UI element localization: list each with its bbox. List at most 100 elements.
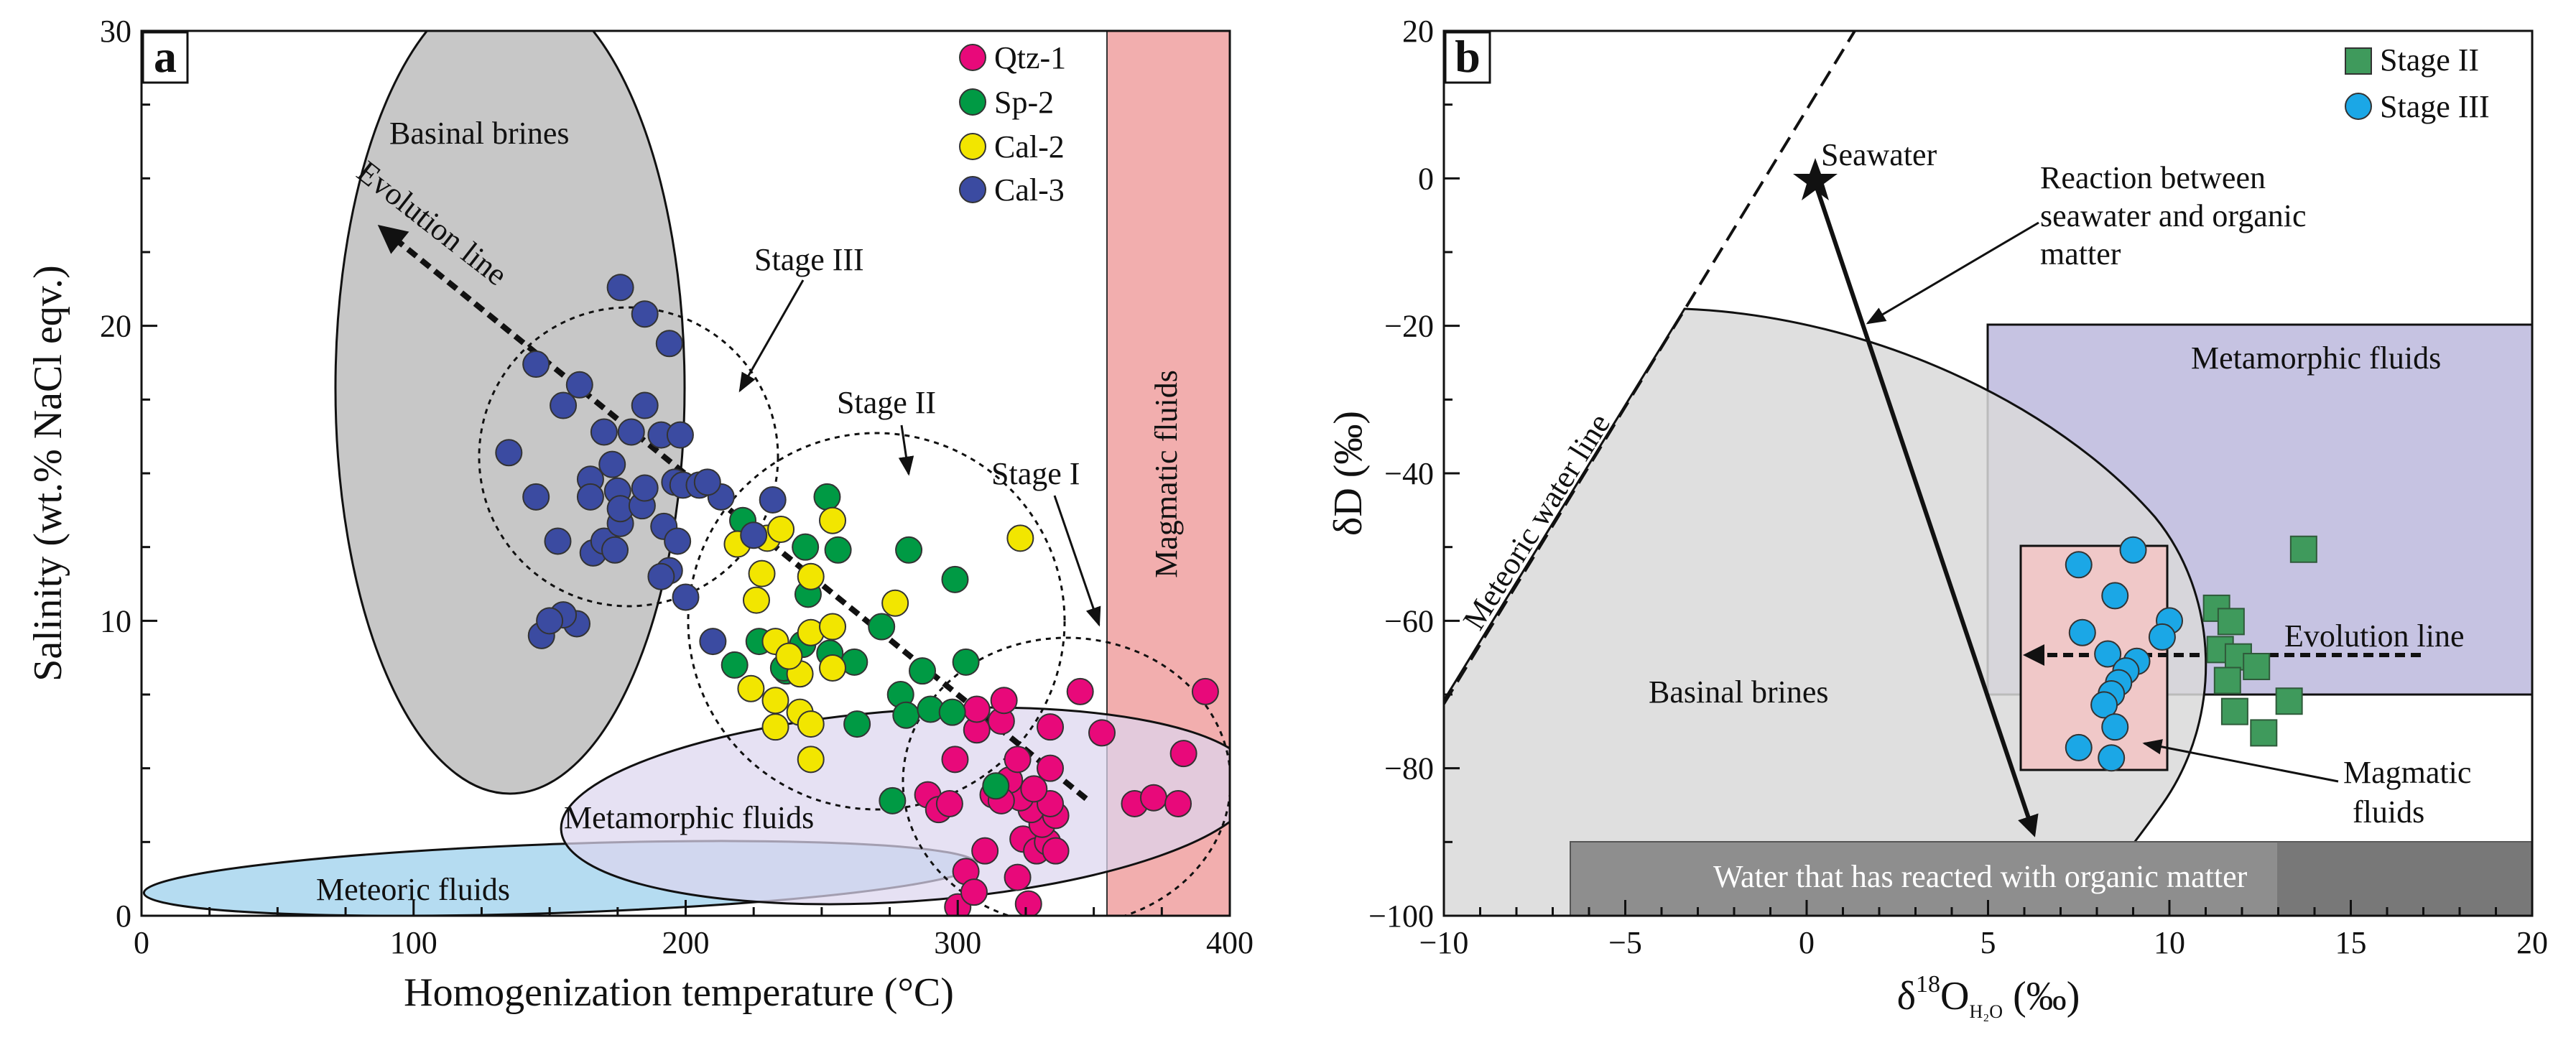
legend-marker: [959, 176, 986, 203]
x-tick-label: 100: [390, 925, 437, 960]
axis-ticks-a: 0 100 200 300 400 0 10 20 30: [100, 14, 1254, 960]
data-point-qtz-1: [971, 837, 999, 865]
data-point-cal-3: [522, 350, 550, 379]
y-tick-label: −60: [1384, 603, 1434, 639]
x-axis-title: Homogenization temperature (°C): [404, 970, 954, 1015]
data-point-cal-2: [737, 674, 765, 702]
y-axis-title: δD (‰): [1326, 411, 1371, 536]
y-tick-label: −80: [1384, 751, 1434, 786]
data-point-cal-3: [601, 536, 629, 564]
data-point-qtz-1: [1164, 789, 1192, 817]
x-tick-label: 0: [134, 925, 149, 960]
data-point-cal-3: [759, 486, 787, 514]
data-point-cal-3: [606, 274, 634, 302]
data-point-sp-2: [941, 565, 969, 593]
data-point-stage-ii: [2220, 697, 2248, 725]
panel-letter-box: [1444, 31, 1491, 84]
data-point-stage-iii: [2101, 713, 2129, 741]
y-tick-label: 10: [100, 603, 131, 639]
seawater-label: Seawater: [1821, 137, 1937, 172]
annotation-text: Reaction between: [2040, 160, 2266, 195]
data-point-sp-2: [824, 536, 852, 564]
x-tick-label: 300: [934, 925, 981, 960]
legend-label: Sp-2: [994, 85, 1054, 120]
data-point-stage-iii: [2065, 551, 2093, 579]
region-label: Basinal brines: [389, 116, 570, 151]
data-point-stage-ii: [2243, 652, 2271, 680]
data-point-qtz-1: [1004, 863, 1032, 891]
data-point-cal-3: [699, 628, 727, 656]
data-point-stage-ii: [2213, 667, 2241, 695]
data-point-cal-3: [740, 521, 768, 549]
data-point-qtz-1: [1020, 775, 1048, 803]
data-point-sp-2: [909, 657, 937, 685]
legend-label: Cal-3: [994, 172, 1065, 208]
region-label: Metamorphic fluids: [564, 800, 814, 835]
annotation-pointer: [1866, 221, 2039, 325]
legend-marker: [959, 88, 986, 116]
data-point-stage-ii: [2250, 719, 2278, 747]
stage-i-boundary: [902, 636, 1230, 916]
data-point-qtz-1: [1139, 784, 1167, 812]
x-tick-label: 0: [1799, 925, 1815, 960]
y-tick-label: −100: [1368, 899, 1434, 934]
stage-ii-boundary: [687, 432, 1066, 811]
x-tick-label: 200: [662, 925, 710, 960]
magmatic-pointer: [2142, 739, 2339, 783]
x-tick-label: 15: [2335, 925, 2367, 960]
panel-a: 0 100 200 300 400 0 10 20 30 Basinal brines Mete…: [26, 14, 1254, 1015]
data-point-qtz-1: [1066, 677, 1094, 705]
data-point-sp-2: [879, 786, 907, 814]
data-point-cal-2: [881, 589, 909, 617]
data-point-sp-2: [843, 710, 871, 738]
data-point-cal-2: [797, 562, 825, 590]
line-label: Evolution line: [2284, 618, 2465, 654]
data-point-stage-iii: [2119, 536, 2147, 564]
legend-label: Stage II: [2380, 42, 2479, 78]
data-point-sp-2: [813, 483, 841, 511]
data-point-qtz-1: [963, 695, 991, 723]
data-point-cal-3: [631, 474, 659, 502]
data-point-cal-3: [655, 330, 683, 358]
data-point-stage-iii: [2101, 582, 2129, 610]
data-point-stage-iii: [2090, 691, 2118, 719]
y-tick-label: −40: [1384, 456, 1434, 491]
data-point-qtz-1: [1042, 837, 1070, 865]
x-tick-label: 5: [1980, 925, 1996, 960]
x-tick-label: −5: [1608, 925, 1642, 960]
data-point-cal-3: [550, 391, 578, 419]
region-label-line: Magmatic: [2343, 755, 2471, 790]
meteoric-water-line: [1444, 31, 1856, 705]
data-point-sp-2: [938, 698, 966, 726]
x-tick-label: 10: [2154, 925, 2185, 960]
data-point-stage-iii: [2065, 733, 2093, 761]
data-point-cal-2: [819, 506, 847, 534]
stage-pointer: [738, 279, 805, 393]
stage-pointer: [898, 424, 914, 476]
data-point-cal-3: [664, 527, 692, 555]
data-point-cal-3: [631, 391, 659, 419]
data-point-sp-2: [721, 651, 749, 679]
legend-marker: [2345, 93, 2372, 120]
plot-area-a: [495, 274, 1219, 916]
data-point-stage-iii: [2098, 744, 2126, 772]
x-axis-title-delta: δ: [1897, 974, 1916, 1018]
x-axis-title: δ18OH₂O (‰): [1897, 971, 2080, 1022]
data-point-qtz-1: [1037, 754, 1065, 782]
data-point-cal-3: [544, 527, 572, 555]
data-point-qtz-1: [1169, 740, 1197, 768]
data-point-cal-2: [1006, 524, 1034, 552]
region-label: Magmatic fluids: [1149, 370, 1184, 578]
data-point-stage-iii: [2068, 618, 2096, 646]
axis-ticks-b: −10 −5 0 5 10 15 20 −100 −80 −60 −40 −20 0 20: [1368, 14, 2548, 960]
region-label: Basinal brines: [1649, 674, 1829, 710]
data-point-qtz-1: [1014, 890, 1042, 916]
data-point-cal-3: [495, 439, 523, 467]
data-point-sp-2: [892, 701, 920, 729]
y-tick-label: 30: [100, 14, 131, 49]
seawater-marker: [1793, 158, 1838, 200]
data-point-cal-3: [666, 421, 694, 449]
annotation-text: matter: [2040, 236, 2121, 271]
data-point-stage-ii: [2217, 608, 2245, 636]
